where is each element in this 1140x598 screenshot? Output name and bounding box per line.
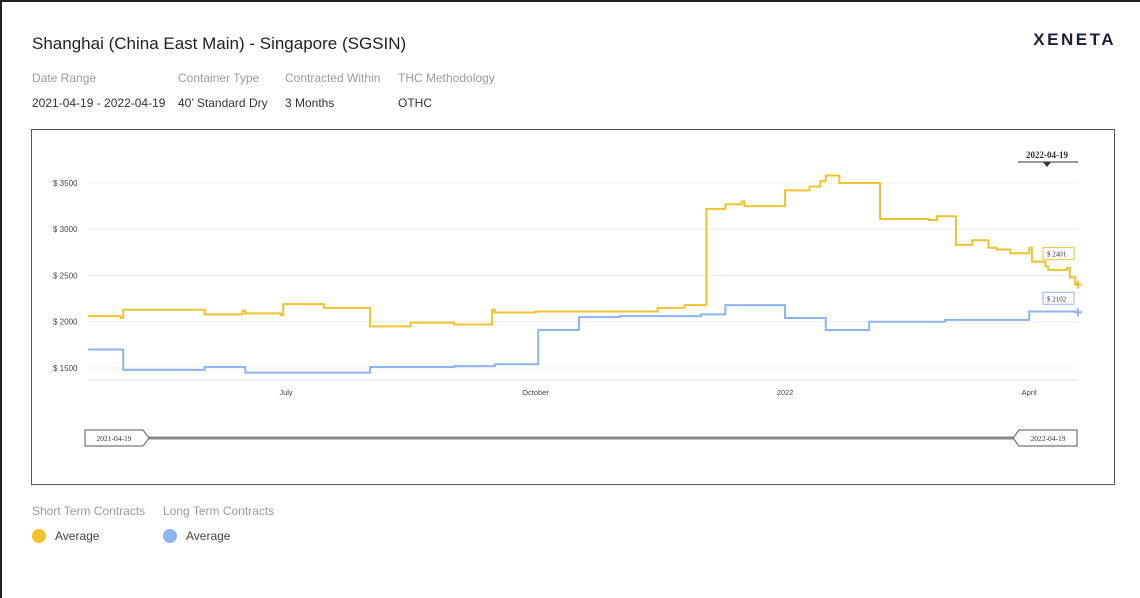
navigator-end-handle-label: 2022-04-19 [1031,434,1066,443]
navigator-start-handle-shape[interactable] [84,429,150,447]
legend-swatch-short-term [32,529,46,543]
x-tick-label: October [522,388,549,397]
container-type-value: 40’ Standard Dry [178,96,268,110]
hover-date-pointer [1043,162,1051,167]
window-border-left [0,0,2,598]
navigator-end-handle[interactable]: 2022-04-19 [1012,429,1078,447]
legend-item-long-term-average[interactable]: Average [163,529,230,543]
y-tick-label: $ 2000 [53,318,78,327]
x-tick-label: 2022 [777,388,794,397]
legend-label-long-term: Average [186,529,231,543]
brand-logo: XENETA [1033,30,1116,49]
page-title: Shanghai (China East Main) - Singapore (… [32,34,407,53]
date-range-value: 2021-04-19 - 2022-04-19 [32,96,166,110]
contracted-within-value: 3 Months [285,96,335,110]
x-tick-label: April [1022,388,1037,397]
legend-label-short-term: Average [55,529,100,543]
y-tick-label: $ 3500 [53,179,78,188]
legend-item-short-term-average[interactable]: Average [32,529,99,543]
navigator-end-handle-shape[interactable] [1012,429,1078,447]
x-tick-label: July [279,388,293,397]
navigator-start-handle-label: 2021-04-19 [97,434,132,443]
legend-swatch-long-term [163,529,177,543]
container-type-label: Container Type [178,71,260,85]
series-end-tooltip-value: $ 2401 [1047,251,1067,259]
legend-heading-long-term: Long Term Contracts [163,504,275,518]
thc-methodology-value: OTHC [398,96,432,110]
window-border-top [0,0,1140,2]
y-tick-label: $ 1500 [53,364,78,373]
y-tick-label: $ 3000 [53,225,78,234]
chart-container[interactable]: $ 1500 $ 2000 $ 2500 $ 3000 $ 3500 July Octobe… [31,129,1115,485]
date-range-label: Date Range [32,71,97,85]
hover-date-label: 2022-04-19 [1026,150,1068,160]
y-tick-label: $ 2500 [53,271,78,280]
series-end-tooltip-box [1042,291,1075,305]
series-end-tooltip-box [1042,247,1075,261]
navigator-start-handle[interactable]: 2021-04-19 [84,429,150,447]
contracted-within-label: Contracted Within [285,71,381,85]
legend-heading-short-term: Short Term Contracts [32,504,146,518]
series-end-tooltip-value: $ 2102 [1047,295,1067,303]
thc-methodology-label: THC Methodology [398,71,495,85]
price-chart[interactable]: $ 1500 $ 2000 $ 2500 $ 3000 $ 3500 July Octobe… [32,130,1114,484]
short-term-series-line [88,174,1079,328]
long-term-series-line [88,304,1079,374]
